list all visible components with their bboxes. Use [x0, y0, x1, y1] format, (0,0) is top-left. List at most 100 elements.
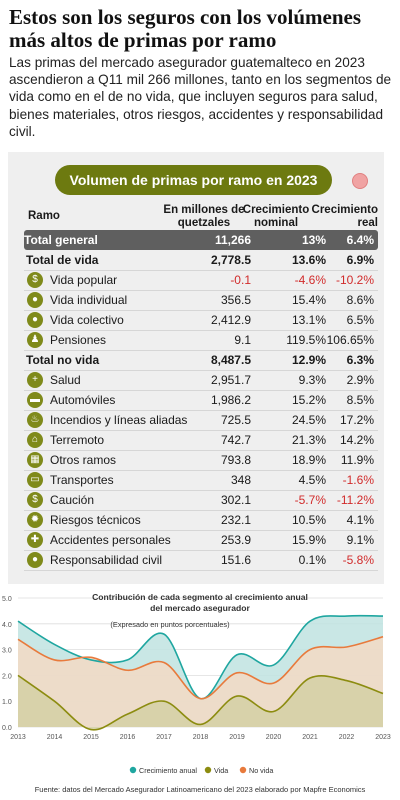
intro-paragraph: Las primas del mercado asegurador guatem… [9, 55, 392, 139]
y-tick-label: 2.0 [2, 673, 12, 680]
row-name: Total de vida [26, 253, 99, 267]
fire-icon: ♨ [27, 412, 43, 428]
x-tick-label: 2022 [339, 734, 355, 741]
row-value: 2,951.7 [210, 373, 251, 387]
x-tick-label: 2013 [10, 734, 26, 741]
row-real: -10.2% [335, 273, 374, 287]
y-tick-label: 3.0 [2, 648, 12, 655]
table-row: ▦ Otros ramos 793.8 18.9% 11.9% [26, 450, 378, 470]
contribution-chart: 0.0 1.0 2.0 3.0 4.0 5.0 2013 2014 2015 2016 2017 20… [0, 588, 400, 788]
row-value: 9.1 [234, 333, 251, 347]
headline: Estos son los seguros con los volúmenes … [9, 5, 361, 52]
row-value: 232.1 [220, 513, 251, 527]
row-nominal: 15.2% [291, 393, 326, 407]
row-real: 6.4% [346, 233, 374, 247]
row-separator [24, 490, 378, 491]
row-value: 348 [230, 473, 251, 487]
chart-title: Contribución de cada segmento al crecimi… [92, 592, 308, 613]
row-name: Otros ramos [50, 453, 117, 467]
row-value: -0.1 [230, 273, 251, 287]
health-icon: + [27, 372, 43, 388]
person-icon: ● [27, 292, 43, 308]
row-separator [24, 510, 378, 511]
series-line [17, 635, 384, 700]
row-separator [24, 550, 378, 551]
elder-icon: ♟ [27, 332, 43, 348]
row-nominal: 15.9% [291, 533, 326, 547]
x-tick-label: 2015 [83, 734, 99, 741]
row-value: 1,986.2 [210, 393, 251, 407]
row-nominal: 13% [301, 233, 326, 247]
row-name: Incendios y líneas aliadas [50, 413, 188, 427]
table-row: ▭ Transportes 348 4.5% -1.6% [26, 470, 378, 490]
row-nominal: 119.5% [286, 333, 326, 347]
table-total-row: Total de vida 2,778.5 13.6% 6.9% [26, 250, 378, 270]
row-name: Caución [50, 493, 95, 507]
col-header-millones: En millones de quetzales [163, 204, 245, 229]
row-real: 9.1% [346, 533, 374, 547]
row-separator [24, 350, 378, 351]
y-tick-label: 4.0 [2, 622, 12, 629]
row-separator [24, 370, 378, 371]
row-name: Vida colectivo [50, 313, 124, 327]
table-total-row: Total general 11,266 13% 6.4% [24, 230, 378, 250]
row-real: -5.8% [342, 553, 374, 567]
row-nominal: 18.9% [291, 453, 326, 467]
row-separator [24, 410, 378, 411]
row-name: Riesgos técnicos [50, 513, 141, 527]
row-real: 11.9% [340, 453, 374, 467]
table-header: Ramo En millones de quetzales Crecimient… [26, 204, 378, 232]
row-name: Responsabilidad civil [50, 553, 163, 567]
table-row: ▬ Automóviles 1,986.2 15.2% 8.5% [26, 390, 378, 410]
row-nominal: 9.3% [298, 373, 326, 387]
row-nominal: 13.1% [291, 313, 326, 327]
row-separator [24, 290, 378, 291]
row-separator [24, 390, 378, 391]
row-separator [24, 530, 378, 531]
row-name: Salud [50, 373, 81, 387]
row-value: 2,778.5 [210, 253, 251, 267]
row-real: 4.1% [346, 513, 374, 527]
table-row: ● Responsabilidad civil 151.6 0.1% -5.8% [26, 550, 378, 570]
row-real: 6.9% [346, 253, 374, 267]
legend-marker [239, 766, 247, 774]
row-nominal: 4.5% [298, 473, 326, 487]
row-real: -1.6% [342, 473, 374, 487]
row-name: Vida popular [50, 273, 118, 287]
row-nominal: 21.3% [291, 433, 326, 447]
decorative-dot [352, 173, 368, 189]
y-tick-label: 1.0 [2, 699, 12, 706]
table-row: ♨ Incendios y líneas aliadas 725.5 24.5% 17.… [26, 410, 378, 430]
row-value: 793.8 [220, 453, 251, 467]
x-tick-label: 2016 [120, 734, 136, 741]
row-nominal: 12.9% [291, 353, 326, 367]
row-nominal: 24.5% [291, 413, 326, 427]
table-row: ● Vida individual 356.5 15.4% 8.6% [26, 290, 378, 310]
source-note: Fuente: datos del Mercado Asegurador Lat… [34, 785, 366, 794]
row-separator [24, 470, 378, 471]
group-icon: ● [27, 312, 43, 328]
row-real: 17.2% [339, 413, 374, 427]
table-row: $ Vida popular -0.1 -4.6% -10.2% [26, 270, 378, 290]
table-total-row: Total no vida 8,487.5 12.9% 6.3% [26, 350, 378, 370]
row-real: 6.3% [346, 353, 374, 367]
row-nominal: 15.4% [291, 293, 326, 307]
legend-label: Vida [214, 766, 228, 775]
row-name: Pensiones [50, 333, 107, 347]
row-nominal: 0.1% [298, 553, 326, 567]
row-real: 8.5% [346, 393, 374, 407]
row-name: Total general [24, 233, 98, 247]
series-line [17, 674, 384, 731]
y-tick-label: 0.0 [2, 725, 12, 732]
series-area [18, 675, 383, 730]
row-real: 106.65% [326, 333, 374, 347]
accident-icon: ✚ [27, 532, 43, 548]
row-real: 6.5% [346, 313, 374, 327]
row-separator [24, 310, 378, 311]
legend-marker [129, 766, 137, 774]
col-header-ramo: Ramo [28, 210, 60, 222]
money-icon: $ [27, 492, 43, 508]
row-real: 2.9% [346, 373, 374, 387]
row-value: 151.6 [220, 553, 251, 567]
legend-label: Crecimiento anual [139, 766, 197, 775]
